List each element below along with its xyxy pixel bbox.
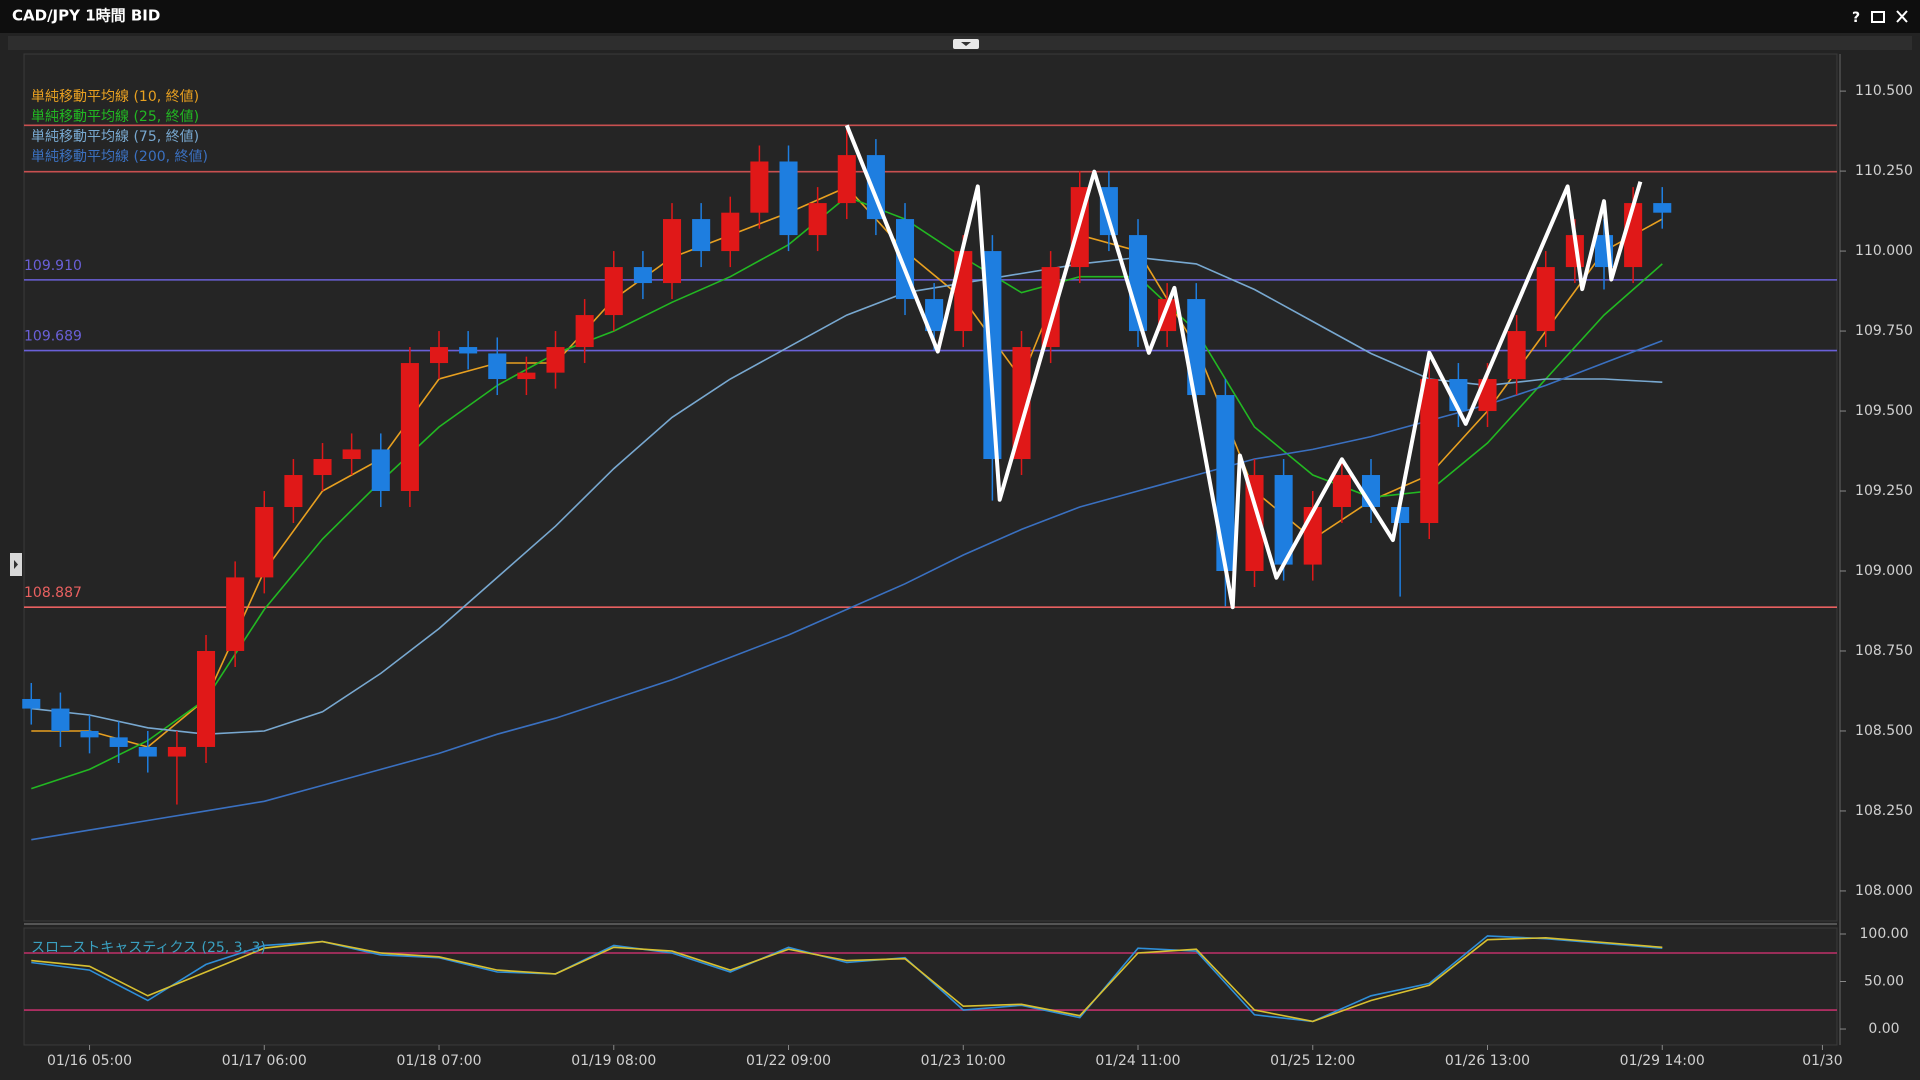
horizontal-line-label: 109.910: [24, 258, 82, 274]
candle-body: [633, 267, 652, 284]
candle-body: [575, 315, 594, 348]
candle-body: [692, 219, 711, 252]
horizontal-line-label: 108.887: [24, 585, 82, 601]
line-series: [31, 256, 1663, 736]
candle-body: [342, 449, 361, 460]
candle-body: [109, 737, 128, 747]
candle-body: [517, 372, 536, 380]
close-button[interactable]: [1896, 10, 1908, 23]
x-tick-label: 01/30: [1802, 1053, 1842, 1069]
stochastic-plot-area: [23, 927, 1838, 1046]
line-series: [31, 935, 1663, 1023]
candle-body: [371, 449, 390, 492]
candle-body: [1216, 395, 1235, 572]
y-tick-label: 108.000: [1855, 883, 1913, 899]
x-tick-label: 01/29 14:00: [1620, 1053, 1705, 1069]
candle-body: [1012, 347, 1031, 460]
y-tick-label: 110.250: [1855, 163, 1913, 179]
x-tick-label: 01/25 12:00: [1270, 1053, 1355, 1069]
y-tick-label: 109.000: [1855, 563, 1913, 579]
y-tick-label: 100.00: [1860, 926, 1909, 942]
candle-body: [750, 161, 769, 213]
x-tick-label: 01/23 10:00: [921, 1053, 1006, 1069]
candle-body: [662, 219, 682, 284]
candle-body: [196, 650, 216, 747]
candle-body: [779, 161, 798, 236]
window-title: CAD/JPY 1時間 BID: [12, 7, 160, 25]
candle-body: [1536, 267, 1555, 332]
y-tick-label: 109.250: [1855, 483, 1913, 499]
candle-body: [721, 212, 740, 252]
candle-body: [1332, 475, 1351, 508]
candle-body: [866, 155, 885, 220]
candle-body: [226, 577, 245, 651]
collapse-arrow: [961, 42, 971, 46]
x-tick-label: 01/22 09:00: [746, 1053, 831, 1069]
candle-body: [1274, 475, 1293, 565]
legend-entry: 単純移動平均線 (75, 終値): [31, 129, 199, 145]
y-tick-label: 108.500: [1855, 723, 1913, 739]
line-series: [31, 339, 1663, 841]
candle-body: [1245, 475, 1264, 572]
y-tick-label: 0.00: [1868, 1021, 1899, 1037]
candle-body: [837, 155, 856, 204]
y-tick-label: 108.250: [1855, 803, 1913, 819]
candle-body: [1507, 331, 1526, 380]
x-tick-label: 01/17 06:00: [222, 1053, 307, 1069]
candle-body: [1187, 299, 1206, 396]
candle-body: [284, 475, 303, 508]
x-tick-label: 01/18 07:00: [396, 1053, 481, 1069]
line-series: [31, 936, 1663, 1023]
candle-body: [138, 746, 157, 757]
candle-body: [80, 730, 99, 738]
candle-body: [546, 347, 565, 373]
y-tick-label: 110.500: [1855, 83, 1913, 99]
x-tick-label: 01/16 05:00: [47, 1053, 132, 1069]
candle-body: [1653, 203, 1672, 213]
candle-body: [954, 251, 973, 332]
maximize-button[interactable]: [1871, 11, 1885, 23]
x-tick-label: 01/26 13:00: [1445, 1053, 1530, 1069]
y-tick-label: 110.000: [1855, 243, 1913, 259]
candle-body: [1420, 379, 1439, 524]
candle-body: [808, 203, 827, 236]
price-plot-area: [23, 53, 1838, 922]
candle-body: [459, 347, 478, 354]
candle-body: [400, 363, 419, 492]
x-tick-label: 01/24 11:00: [1095, 1053, 1180, 1069]
title-bar: [0, 0, 1920, 33]
y-tick-label: 109.750: [1855, 323, 1913, 339]
y-tick-label: 109.500: [1855, 403, 1913, 419]
candle-body: [255, 507, 274, 578]
zigzag-line: [844, 124, 1643, 610]
side-panel-arrow: [14, 560, 18, 569]
y-tick-label: 50.00: [1864, 974, 1904, 990]
x-tick-label: 01/19 08:00: [571, 1053, 656, 1069]
legend-entry: 単純移動平均線 (25, 終値): [31, 109, 199, 125]
candle-body: [604, 267, 623, 316]
candle-body: [51, 708, 70, 731]
horizontal-line-label: 109.689: [24, 329, 82, 345]
candle-body: [313, 459, 332, 476]
candle-body: [22, 698, 41, 709]
candle-body: [429, 347, 449, 364]
candle-body: [488, 353, 507, 380]
candle-body: [925, 299, 944, 332]
legend-entry: 単純移動平均線 (10, 終値): [31, 89, 199, 105]
candle-body: [1041, 267, 1060, 348]
candle-body: [167, 746, 186, 757]
panel-title: スローストキャスティクス (25, 3, 3): [31, 940, 266, 956]
y-tick-label: 108.750: [1855, 643, 1913, 659]
help-button[interactable]: ?: [1852, 10, 1860, 26]
legend-entry: 単純移動平均線 (200, 終値): [31, 149, 208, 165]
